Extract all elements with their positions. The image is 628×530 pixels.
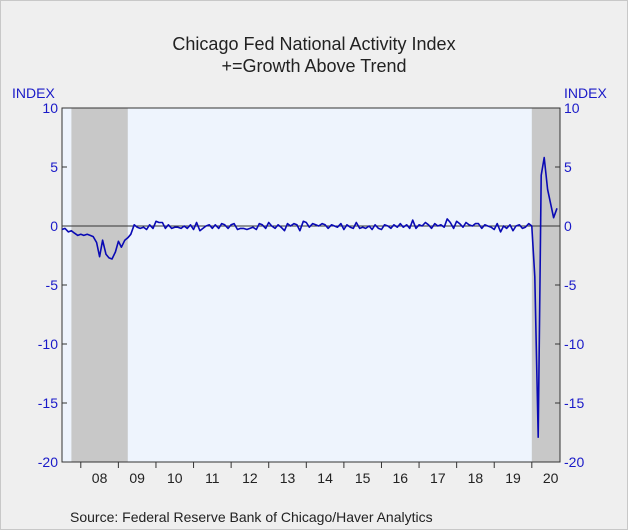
y-tick-label-left: 5 bbox=[50, 159, 58, 175]
y-tick-label-right: 10 bbox=[564, 100, 580, 116]
x-tick-label: 15 bbox=[355, 470, 371, 486]
x-tick-label: 13 bbox=[280, 470, 296, 486]
y-axis-unit-left: INDEX bbox=[12, 85, 55, 101]
x-tick-label: 12 bbox=[242, 470, 258, 486]
chart-subtitle: +=Growth Above Trend bbox=[221, 56, 407, 76]
source-note: Source: Federal Reserve Bank of Chicago/… bbox=[70, 509, 433, 525]
plot-area bbox=[62, 108, 560, 462]
x-tick-label: 09 bbox=[129, 470, 145, 486]
y-tick-label-right: 0 bbox=[564, 218, 572, 234]
y-tick-label-left: 0 bbox=[50, 218, 58, 234]
x-tick-label: 14 bbox=[317, 470, 333, 486]
y-tick-label-left: -20 bbox=[38, 454, 58, 470]
y-tick-label-left: -10 bbox=[38, 336, 58, 352]
x-tick-label: 10 bbox=[167, 470, 183, 486]
y-tick-label-left: 10 bbox=[42, 100, 58, 116]
y-tick-label-right: -10 bbox=[564, 336, 584, 352]
recession-band-0 bbox=[71, 108, 128, 462]
y-tick-label-right: -15 bbox=[564, 395, 584, 411]
y-tick-label-right: -5 bbox=[564, 277, 577, 293]
y-tick-label-right: 5 bbox=[564, 159, 572, 175]
chart-title: Chicago Fed National Activity Index bbox=[172, 34, 456, 54]
y-tick-label-right: -20 bbox=[564, 454, 584, 470]
series-line-0 bbox=[61, 156, 558, 439]
x-tick-label: 17 bbox=[430, 470, 446, 486]
x-tick-label: 18 bbox=[468, 470, 484, 486]
y-tick-label-left: -15 bbox=[38, 395, 58, 411]
x-tick-label: 11 bbox=[205, 470, 220, 486]
x-tick-label: 08 bbox=[92, 470, 108, 486]
x-tick-label: 19 bbox=[505, 470, 521, 486]
y-axis-unit-right: INDEX bbox=[564, 85, 607, 101]
x-tick-label: 16 bbox=[392, 470, 408, 486]
x-tick-label: 20 bbox=[543, 470, 559, 486]
y-tick-label-left: -5 bbox=[46, 277, 59, 293]
